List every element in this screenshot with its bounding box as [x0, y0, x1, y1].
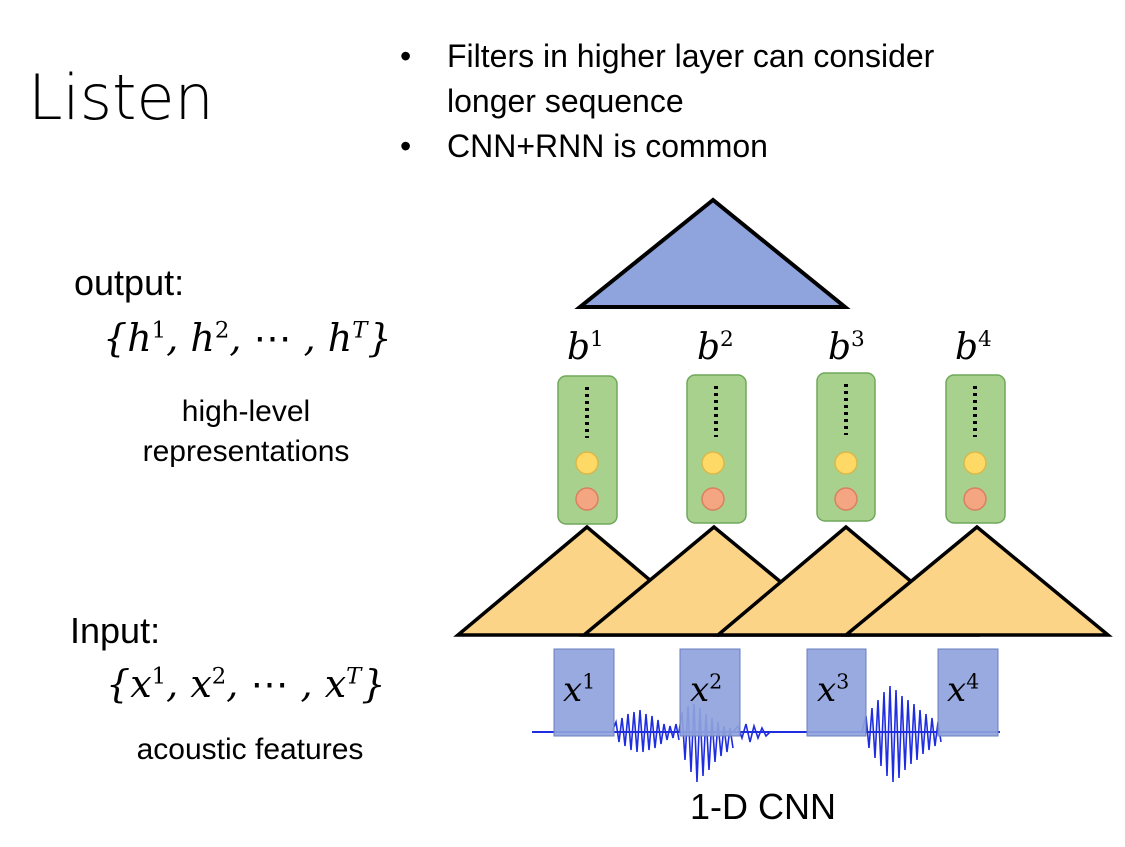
top-layer-triangle [574, 197, 851, 309]
x-label-4: x4 [947, 669, 980, 710]
filter-triangle-4 [841, 524, 1113, 637]
neuron-red [575, 487, 599, 511]
x-input-box-3 [806, 648, 867, 737]
input-label: Input: [70, 610, 161, 651]
bullet-item: • Filters in higher layer can consider l… [400, 34, 1100, 124]
b-vector-2 [686, 374, 747, 524]
x-label-1: x1 [563, 669, 596, 710]
x-input-box-4 [937, 648, 999, 737]
output-description: high-level representations [142, 395, 350, 468]
output-label: output: [74, 262, 185, 303]
input-set-formula: {x1, x2, ⋯ , xT} [106, 662, 386, 706]
neuron-red [963, 487, 987, 511]
x-label-2: x2 [690, 669, 723, 710]
bullet-dot-icon: • [400, 38, 412, 74]
cnn-label: 1-D CNN [690, 786, 837, 827]
bullet-dot-icon: • [400, 128, 412, 164]
input-description: acoustic features [136, 733, 364, 766]
neuron-red [834, 487, 858, 511]
x-label-3: x3 [817, 669, 850, 710]
b-vector-4 [945, 374, 1006, 524]
x-inputs [553, 648, 999, 737]
filter-triangles [453, 524, 1113, 637]
b-label-2: b2 [697, 327, 734, 368]
neuron-red [701, 487, 725, 511]
bullet-list: • Filters in higher layer can consider l… [400, 34, 1100, 169]
b-vector-3 [816, 372, 876, 522]
neuron-yellow [701, 451, 725, 475]
x-input-box-1 [553, 648, 615, 737]
b-label-3: b3 [828, 327, 865, 368]
b-vector-1 [557, 375, 618, 525]
neuron-yellow [963, 451, 987, 475]
neuron-yellow [575, 451, 599, 475]
b-label-1: b1 [567, 327, 604, 368]
b-label-4: b4 [955, 327, 992, 368]
slide-title: Listen [28, 61, 214, 134]
b-vectors [557, 372, 1006, 525]
x-input-box-2 [679, 648, 741, 737]
output-set-formula: {h1, h2, ⋯ , hT} [103, 316, 392, 360]
bullet-item: • CNN+RNN is common [400, 124, 1100, 169]
neuron-yellow [834, 451, 858, 475]
